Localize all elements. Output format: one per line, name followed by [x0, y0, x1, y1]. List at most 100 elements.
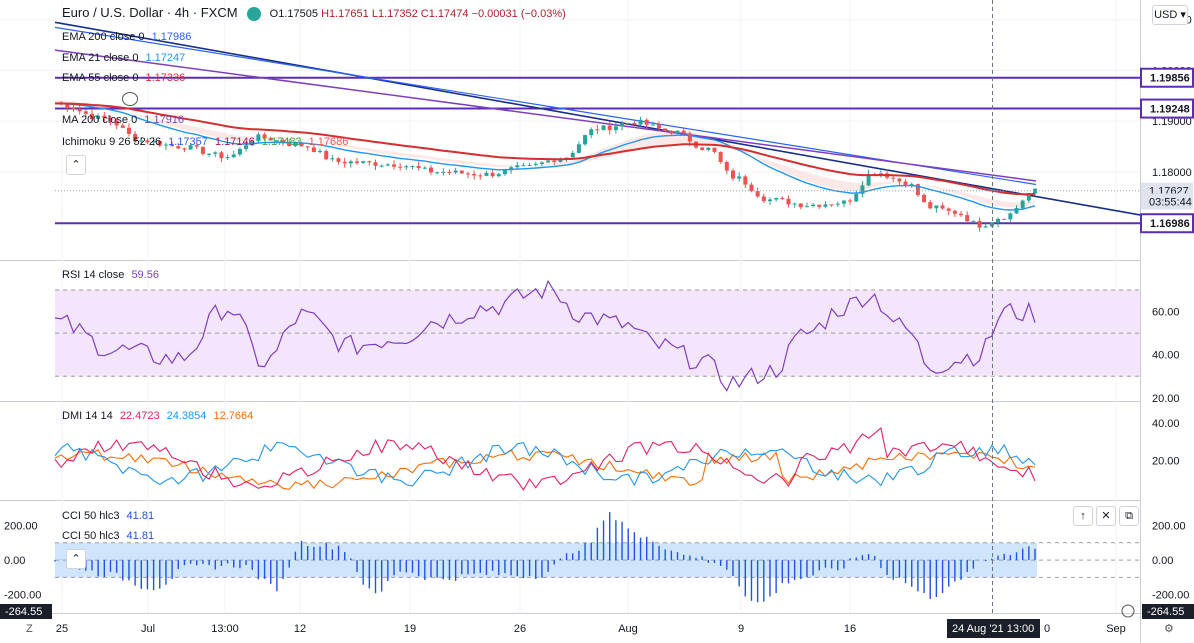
candle-body — [65, 103, 70, 108]
dmi-pane[interactable] — [54, 426, 1036, 491]
candle-body — [804, 206, 809, 208]
candle-body — [299, 143, 304, 147]
ohlc-open: O1.17505 — [269, 8, 318, 20]
close-pane-button[interactable]: ✕ — [1096, 506, 1116, 526]
candle-body — [145, 140, 150, 143]
axes: 1.210001.200001.190001.180001.198561.192… — [0, 15, 1194, 638]
candle-body — [496, 174, 501, 177]
symbol-title[interactable]: Euro / U.S. Dollar · 4h · FXCM — [62, 5, 238, 20]
time-tick-label: 13:00 — [211, 623, 239, 635]
cci-pane[interactable] — [54, 512, 1140, 603]
candle-body — [854, 193, 859, 202]
close-icon: ✕ — [1101, 510, 1111, 522]
candle-body — [237, 148, 242, 155]
time-tick-label: 16 — [844, 623, 856, 635]
candle-body — [977, 220, 982, 228]
price-level-badge-text: 1.16986 — [1150, 218, 1190, 230]
candle-body — [1020, 200, 1025, 209]
legend-hidden-indicator[interactable] — [62, 92, 142, 106]
ema200-line — [54, 26, 1037, 186]
price-pane[interactable] — [54, 21, 1141, 232]
candle-body — [792, 203, 797, 205]
candle-body — [989, 222, 994, 227]
candle-body — [786, 198, 791, 205]
candle-body — [126, 127, 131, 134]
chevron-up-icon: ⌃ — [71, 159, 81, 171]
candle-body — [231, 154, 236, 158]
candle-body — [761, 196, 766, 202]
legend-ema55[interactable]: EMA 55 close 0 1.17336 — [62, 72, 186, 84]
legend-cci-1[interactable]: CCI 50 hlc3 41.81 — [62, 510, 155, 522]
time-tick-label: Jul — [141, 623, 155, 635]
candle-body — [755, 191, 760, 197]
candle-body — [915, 184, 920, 195]
cci-tick-label: 200.00 — [1152, 520, 1186, 532]
candle-body — [428, 167, 433, 173]
candle-body — [934, 205, 939, 209]
trendline — [54, 21, 1141, 216]
candle-body — [650, 124, 655, 126]
candle-body — [1008, 213, 1013, 220]
candle-body — [410, 166, 415, 168]
candle-body — [102, 115, 107, 119]
candle-body — [367, 161, 372, 163]
candle-body — [922, 194, 927, 203]
candle-body — [108, 118, 113, 121]
candle-body — [712, 147, 717, 152]
candle-body — [570, 152, 575, 158]
candle-body — [533, 163, 538, 165]
rsi-pane[interactable] — [54, 279, 1140, 392]
legend-ma200[interactable]: MA 200 close 0 1.17916 — [62, 114, 185, 126]
price-level-badge-text: 1.19248 — [1150, 104, 1190, 116]
legend-dmi[interactable]: DMI 14 14 22.4723 24.3854 12.7664 — [62, 410, 254, 422]
timezone-z-icon: Z — [26, 623, 33, 635]
legend-ema21[interactable]: EMA 21 close 0 1.17247 — [62, 52, 186, 64]
candle-body — [576, 144, 581, 153]
candle-body — [774, 198, 779, 200]
candle-body — [706, 147, 711, 150]
adx-line — [54, 449, 1036, 490]
collapse-legend-button[interactable]: ⌃ — [66, 155, 86, 175]
candle-body — [515, 165, 520, 168]
candle-body — [558, 159, 563, 163]
symbol-legend: Euro / U.S. Dollar · 4h · FXCM O1.17505 … — [62, 5, 566, 22]
candle-body — [829, 204, 834, 206]
dmi-tick-label: 40.00 — [1152, 418, 1180, 430]
candle-body — [219, 152, 224, 159]
di-plus-line — [54, 426, 1036, 491]
candle-body — [527, 164, 532, 166]
candle-body — [583, 135, 588, 145]
candle-body — [626, 122, 631, 124]
ma200-line — [54, 49, 1037, 182]
candle-body — [157, 140, 162, 146]
cci-tick-label: 0.00 — [1152, 555, 1173, 567]
ema21-line — [54, 102, 1036, 211]
candle-body — [681, 130, 686, 134]
market-status-icon — [246, 7, 261, 22]
candle-body — [182, 148, 187, 150]
candle-body — [811, 204, 816, 207]
move-pane-up-button[interactable]: ↑ — [1073, 506, 1093, 526]
candle-body — [342, 161, 347, 164]
collapse-cci-button[interactable]: ⌃ — [66, 549, 86, 569]
candle-body — [361, 161, 366, 163]
candle-body — [657, 124, 662, 129]
maximize-pane-button[interactable]: ⧉ — [1119, 506, 1139, 526]
legend-ichimoku[interactable]: Ichimoku 9 26 52 26 1.17357 1.17146 1.17… — [62, 136, 349, 148]
candle-body — [133, 133, 138, 142]
restore-icon: ⧉ — [1125, 510, 1133, 522]
currency-select[interactable]: USD ▾ — [1152, 5, 1188, 25]
legend-rsi[interactable]: RSI 14 close 59.56 — [62, 269, 159, 281]
legend-cci-2[interactable]: CCI 50 hlc3 41.81 — [62, 530, 155, 542]
eye-off-icon[interactable] — [122, 92, 138, 106]
candle-body — [724, 161, 729, 171]
candle-body — [459, 170, 464, 174]
candle-body — [552, 160, 557, 163]
candle-body — [416, 166, 421, 168]
candle-body — [959, 213, 964, 216]
legend-ema200[interactable]: EMA 200 close 0 1.17986 — [62, 31, 192, 43]
candle-body — [866, 173, 871, 186]
candle-body — [632, 122, 637, 125]
candle-body — [767, 199, 772, 202]
